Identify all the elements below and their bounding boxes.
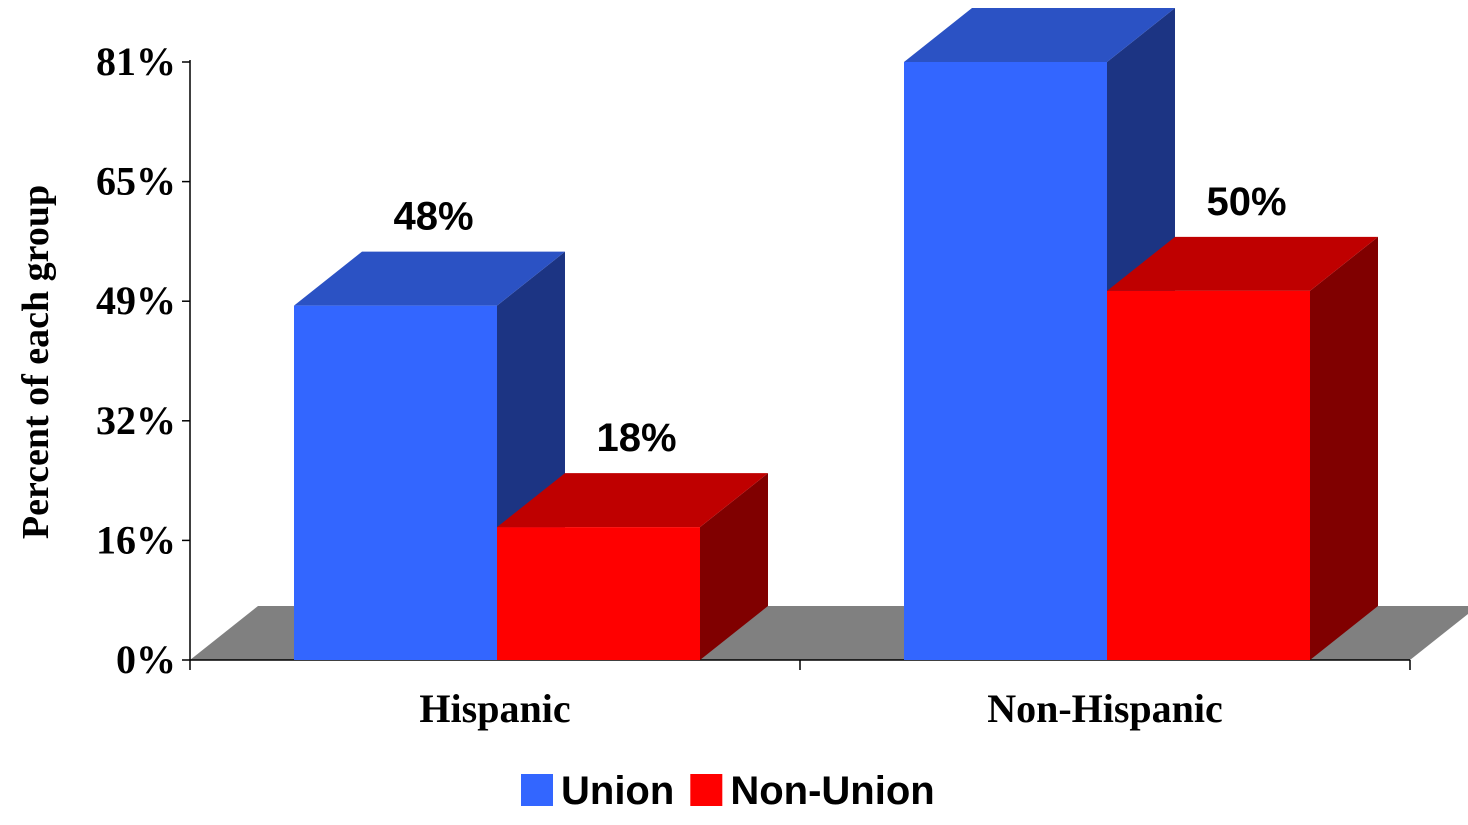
- y-tick-label: 32%: [96, 398, 176, 443]
- legend-item-union: Union: [521, 769, 674, 813]
- bar-non-union-hispanic: [497, 473, 768, 660]
- bar-side-face: [1310, 236, 1378, 660]
- bar-union-non-hispanic: [904, 8, 1175, 660]
- bar-data-label: 50%: [1206, 180, 1286, 224]
- bar-top-face: [497, 473, 768, 528]
- bar-data-label: 48%: [393, 195, 473, 239]
- bar-top-face: [294, 251, 565, 306]
- bar-front-face: [1107, 290, 1310, 660]
- y-tick-label: 49%: [96, 278, 176, 323]
- bar-front-face: [904, 62, 1107, 660]
- legend-item-non-union: Non-Union: [690, 769, 935, 813]
- legend-swatch: [690, 774, 723, 806]
- bar-top-face: [904, 8, 1175, 62]
- legend-label: Union: [561, 769, 674, 813]
- bar-data-label: 18%: [596, 416, 676, 460]
- bar-front-face: [294, 305, 497, 660]
- bar-side-face: [700, 473, 768, 660]
- x-category-label: Non-Hispanic: [987, 686, 1223, 731]
- y-tick-label: 16%: [96, 517, 176, 562]
- y-axis-title: Percent of each group: [15, 185, 57, 539]
- bar-front-face: [497, 527, 700, 660]
- bar-top-face: [1107, 236, 1378, 291]
- bar-non-union-non-hispanic: [1107, 236, 1378, 660]
- y-tick-label: 81%: [96, 39, 176, 84]
- y-tick-label: 0%: [116, 637, 176, 682]
- legend-swatch: [521, 774, 553, 806]
- y-tick-label: 65%: [96, 159, 176, 204]
- legend-label: Non-Union: [730, 769, 934, 813]
- x-category-label: Hispanic: [419, 686, 570, 731]
